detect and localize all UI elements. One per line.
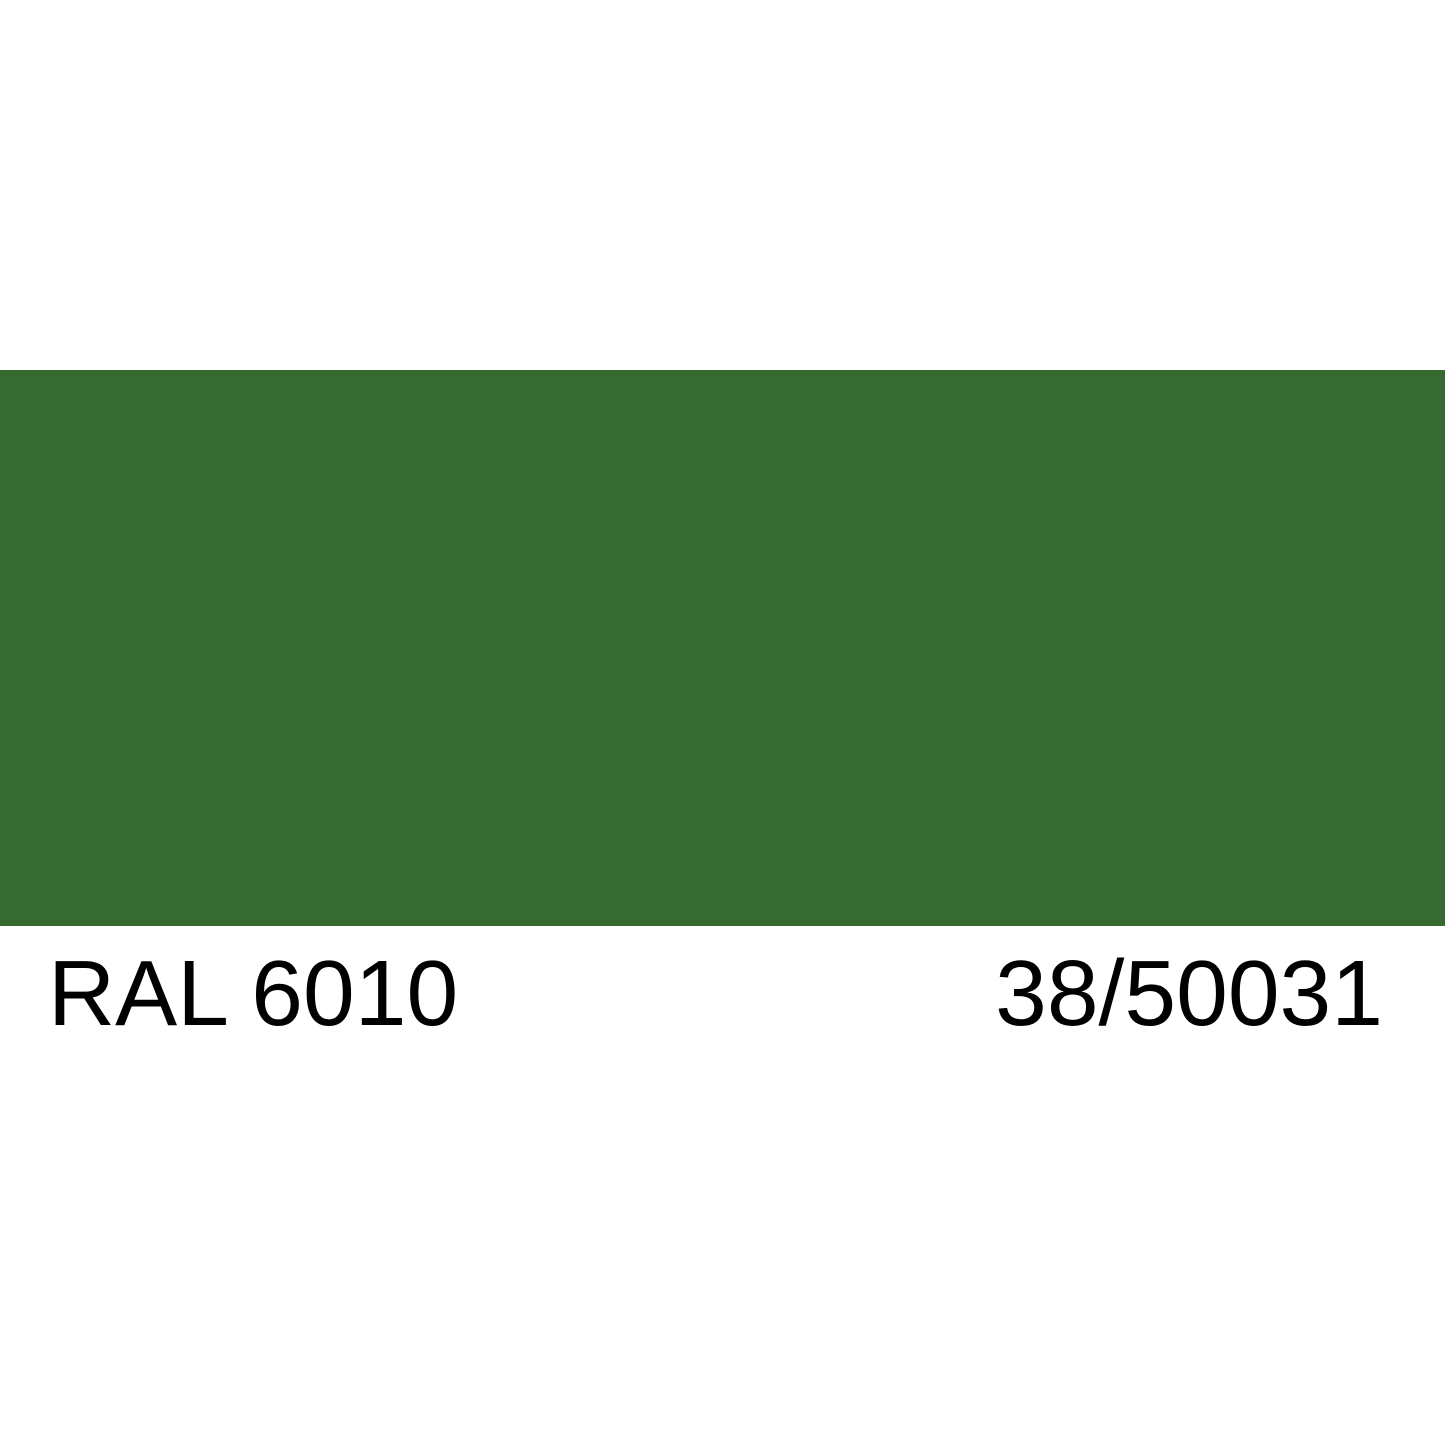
ral-code-label: RAL 6010: [48, 941, 459, 1045]
color-swatch: [0, 370, 1445, 926]
product-code-label: 38/50031: [995, 941, 1383, 1045]
